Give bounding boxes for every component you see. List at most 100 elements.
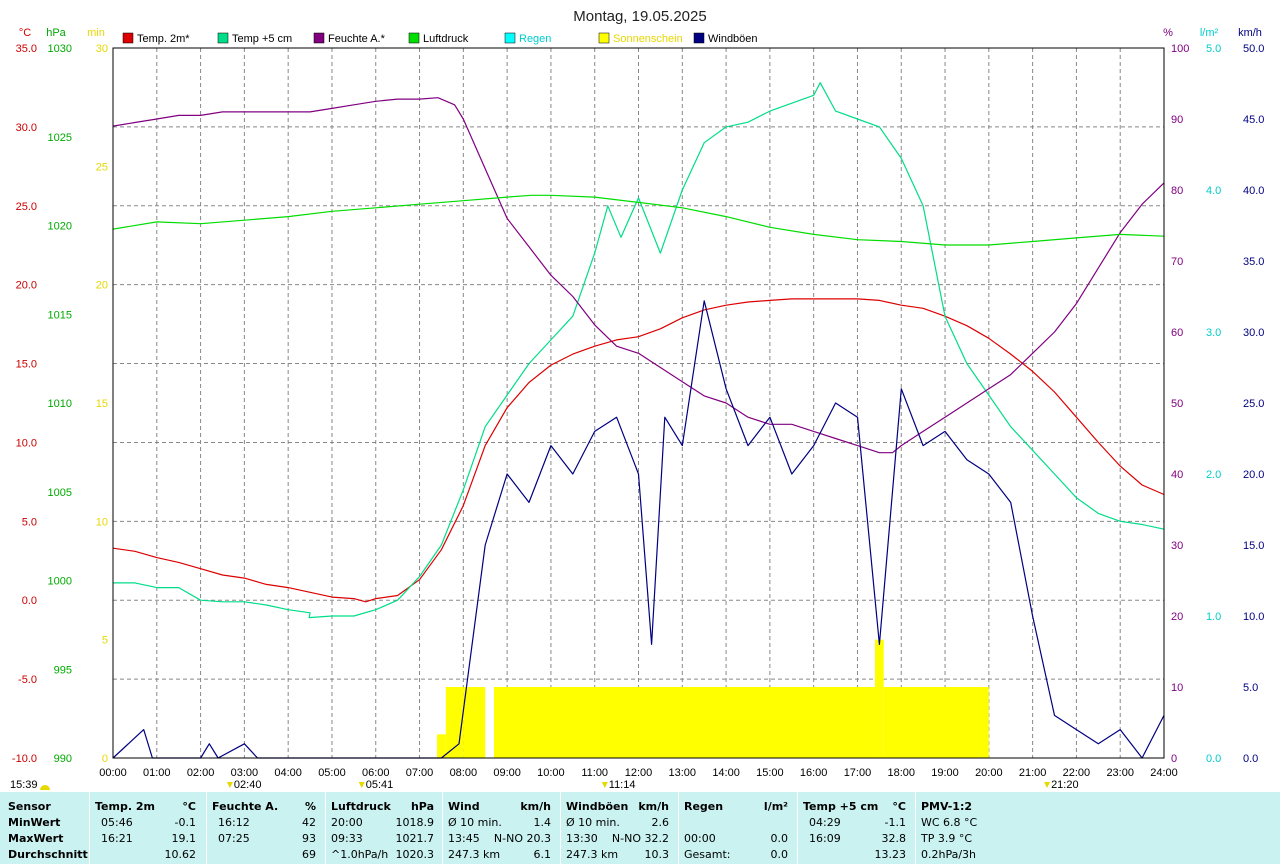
marker-label: 21:20 bbox=[1051, 779, 1079, 791]
x-tick-label: 02:00 bbox=[187, 767, 215, 779]
x-tick-label: 16:00 bbox=[800, 767, 828, 779]
axis-tick-wind: 45.0 bbox=[1243, 114, 1264, 126]
legend-swatch bbox=[217, 32, 229, 44]
axis-tick-sun: 5 bbox=[102, 635, 108, 647]
legend-label: Temp +5 cm bbox=[232, 33, 292, 45]
axis-tick-temp: 25.0 bbox=[16, 201, 37, 213]
legend-label: Temp. 2m* bbox=[137, 33, 190, 45]
x-tick-label: 19:00 bbox=[931, 767, 959, 779]
footer-header: Wind bbox=[448, 800, 480, 813]
axis-tick-humidity: 20 bbox=[1171, 611, 1183, 623]
footer-value: 0.0 bbox=[770, 832, 789, 845]
axis-tick-humidity: 50 bbox=[1171, 398, 1183, 410]
sun-marker-icon bbox=[601, 782, 608, 788]
footer-value: 1021.7 bbox=[395, 832, 435, 845]
series-line-temp-2m- bbox=[112, 298, 1165, 603]
axis-tick-humidity: 70 bbox=[1171, 256, 1183, 268]
chart-title: Montag, 19.05.2025 bbox=[573, 8, 706, 25]
footer-unit: l/m² bbox=[763, 800, 788, 813]
axis-tick-humidity: 30 bbox=[1171, 540, 1183, 552]
legend: Temp. 2m* Temp +5 cm Feuchte A.* Luftdruck R… bbox=[122, 32, 758, 45]
sun-marker-icon bbox=[358, 782, 365, 788]
footer-row-label: Durchschnitt bbox=[8, 848, 88, 861]
footer-header: Temp +5 cm bbox=[803, 800, 879, 813]
footer-value-time: 247.3 km bbox=[566, 848, 619, 861]
footer-value: 69 bbox=[302, 848, 316, 861]
axis-tick-humidity: 40 bbox=[1171, 469, 1183, 481]
footer-row-label: MinWert bbox=[8, 816, 61, 829]
axis-tick-humidity: 0 bbox=[1171, 753, 1177, 765]
axis-tick-wind: 20.0 bbox=[1243, 469, 1264, 481]
footer-value: 42 bbox=[302, 816, 316, 829]
footer-value-time: 16:21 bbox=[101, 832, 133, 845]
axis-tick-rain: 2.0 bbox=[1206, 469, 1221, 481]
axis-tick-pressure: 1005 bbox=[48, 487, 72, 499]
axis-tick-pressure: 990 bbox=[54, 753, 72, 765]
x-tick-label: 21:00 bbox=[1019, 767, 1047, 779]
x-tick-label: 10:00 bbox=[537, 767, 565, 779]
axis-tick-rain: 1.0 bbox=[1206, 611, 1221, 623]
footer-value: 1020.3 bbox=[395, 848, 435, 861]
x-tick-label: 11:00 bbox=[581, 767, 608, 779]
axis-tick-pressure: 1015 bbox=[48, 309, 72, 321]
footer-value-time: 13:45 bbox=[448, 832, 480, 845]
footer-value: -0.1 bbox=[174, 816, 196, 829]
sun-marker-icon bbox=[1044, 782, 1051, 788]
x-tick-label: 09:00 bbox=[493, 767, 521, 779]
x-axis: 00:00 01:00 02:00 03:00 04:00 05:00 06:00 07:00… bbox=[10, 767, 1178, 791]
series-line-feuchte-a- bbox=[112, 97, 1165, 454]
axis-tick-wind: 25.0 bbox=[1243, 398, 1264, 410]
axis-tick-rain: 4.0 bbox=[1206, 185, 1221, 197]
sun-icon bbox=[40, 785, 50, 790]
axis-tick-wind: 30.0 bbox=[1243, 327, 1264, 339]
footer-header: Regen bbox=[684, 800, 724, 813]
footer-value: 19.1 bbox=[171, 832, 197, 845]
footer-separator bbox=[206, 792, 207, 864]
x-tick-label: 22:00 bbox=[1063, 767, 1091, 779]
footer-value: 10.3 bbox=[644, 848, 670, 861]
marker-label: 05:41 bbox=[366, 779, 394, 791]
sun-marker-icon bbox=[226, 782, 233, 788]
axis-unit-temp: °C bbox=[19, 27, 31, 39]
footer-separator bbox=[89, 792, 90, 864]
x-tick-label: 03:00 bbox=[231, 767, 259, 779]
footer-value: 0.0 bbox=[770, 848, 789, 861]
footer-value-time: TP 3.9 °C bbox=[921, 832, 973, 845]
x-tick-label: 12:00 bbox=[625, 767, 653, 779]
axis-tick-pressure: 1000 bbox=[48, 576, 72, 588]
footer-header: PMV-1:2 bbox=[921, 800, 972, 813]
footer-value: 10.62 bbox=[164, 848, 197, 861]
axis-tick-humidity: 100 bbox=[1171, 43, 1189, 55]
axis-tick-temp: 0.0 bbox=[22, 595, 37, 607]
footer-value: 1.4 bbox=[533, 816, 552, 829]
footer-unit: hPa bbox=[410, 800, 434, 813]
x-tick-label: 05:00 bbox=[318, 767, 346, 779]
statistics-footer: Sensor MinWert MaxWert Durchschnitt Temp. 2m… bbox=[0, 792, 1280, 864]
legend-swatch bbox=[598, 32, 610, 44]
footer-value-time: 16:12 bbox=[218, 816, 250, 829]
axis-tick-humidity: 80 bbox=[1171, 185, 1183, 197]
axis-tick-sun: 25 bbox=[96, 161, 108, 173]
footer-value: 2.6 bbox=[651, 816, 670, 829]
footer-separator bbox=[915, 792, 916, 864]
legend-label: Windböen bbox=[708, 33, 758, 45]
sunshine-bar bbox=[874, 639, 884, 758]
sunrise-label: 15:39 bbox=[10, 779, 38, 791]
footer-separator bbox=[797, 792, 798, 864]
footer-value: 93 bbox=[302, 832, 316, 845]
legend-swatch bbox=[122, 32, 134, 44]
sunshine-bars bbox=[437, 639, 989, 758]
x-tick-label: 17:00 bbox=[844, 767, 872, 779]
footer-value-time: 20:00 bbox=[331, 816, 363, 829]
footer-value: 1018.9 bbox=[395, 816, 435, 829]
legend-swatch bbox=[504, 32, 516, 44]
footer-value-time: Gesamt: bbox=[684, 848, 731, 861]
sunshine-bar bbox=[437, 734, 446, 758]
footer-value-time: 00:00 bbox=[684, 832, 716, 845]
legend-swatch bbox=[313, 32, 325, 44]
axis-tick-wind: 35.0 bbox=[1243, 256, 1264, 268]
footer-value: 13.23 bbox=[874, 848, 907, 861]
legend-label: Feuchte A.* bbox=[328, 33, 386, 45]
footer-unit: km/h bbox=[638, 800, 669, 813]
footer-header: Windböen bbox=[566, 800, 629, 813]
